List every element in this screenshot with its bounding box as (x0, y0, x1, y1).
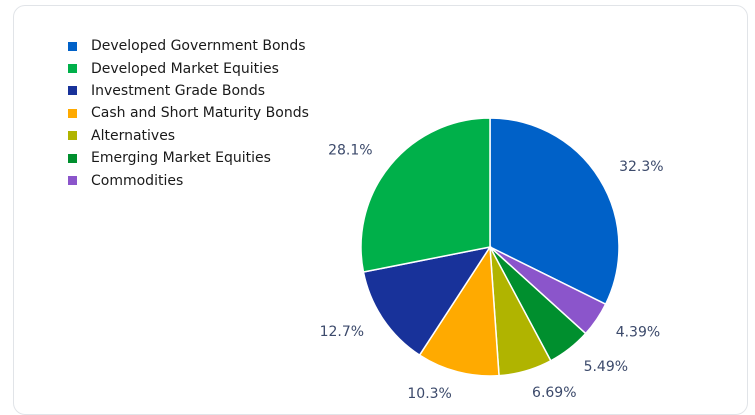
chart-legend: Developed Government Bonds Developed Mar… (68, 35, 309, 192)
legend-label: Developed Government Bonds (91, 38, 306, 55)
legend-swatch (68, 176, 77, 186)
legend-item-developed-market-equities[interactable]: Developed Market Equities (68, 57, 309, 79)
legend-label: Cash and Short Maturity Bonds (91, 105, 309, 122)
pie-slice-developed-market-equities[interactable] (360, 117, 491, 273)
legend-label: Commodities (91, 172, 184, 189)
legend-swatch (68, 108, 77, 118)
legend-item-investment-grade-bonds[interactable]: Investment Grade Bonds (68, 80, 309, 102)
legend-item-cash-and-short-maturity-bonds[interactable]: Cash and Short Maturity Bonds (68, 102, 309, 124)
data-label-commodities: 4.39% (616, 324, 660, 340)
legend-label: Alternatives (91, 127, 176, 144)
pie-slices (360, 117, 620, 377)
pie-slice-investment-grade-bonds[interactable] (362, 245, 492, 357)
legend-item-alternatives[interactable]: Alternatives (68, 125, 309, 147)
legend-label: Emerging Market Equities (91, 150, 271, 167)
data-label-alternatives: 6.69% (532, 385, 576, 400)
legend-label: Investment Grade Bonds (91, 82, 266, 99)
data-label-developed-market-equities: 28.1% (328, 143, 372, 159)
legend-item-commodities[interactable]: Commodities (68, 169, 309, 191)
pie-labels: 32.3% 4.39% 5.49% 6.69% 10.3% 12.7% 28.1% (320, 143, 664, 400)
pie-slice-developed-government-bonds[interactable] (489, 117, 620, 306)
data-label-emerging-market-equities: 5.49% (584, 359, 628, 375)
pie-slice-cash-and-short-maturity-bonds[interactable] (418, 244, 500, 377)
legend-item-emerging-market-equities[interactable]: Emerging Market Equities (68, 147, 309, 169)
legend-item-developed-government-bonds[interactable]: Developed Government Bonds (68, 35, 309, 57)
legend-swatch (68, 64, 77, 74)
legend-swatch (68, 131, 77, 141)
legend-swatch (68, 86, 77, 96)
pie-chart: 32.3% 4.39% 5.49% 6.69% 10.3% 12.7% 28.1% (320, 117, 664, 400)
legend-swatch (68, 153, 77, 163)
data-label-developed-government-bonds: 32.3% (619, 159, 663, 175)
data-label-cash-and-short-maturity-bonds: 10.3% (407, 386, 451, 400)
legend-label: Developed Market Equities (91, 60, 279, 77)
data-label-investment-grade-bonds: 12.7% (320, 324, 364, 340)
legend-swatch (68, 41, 77, 51)
